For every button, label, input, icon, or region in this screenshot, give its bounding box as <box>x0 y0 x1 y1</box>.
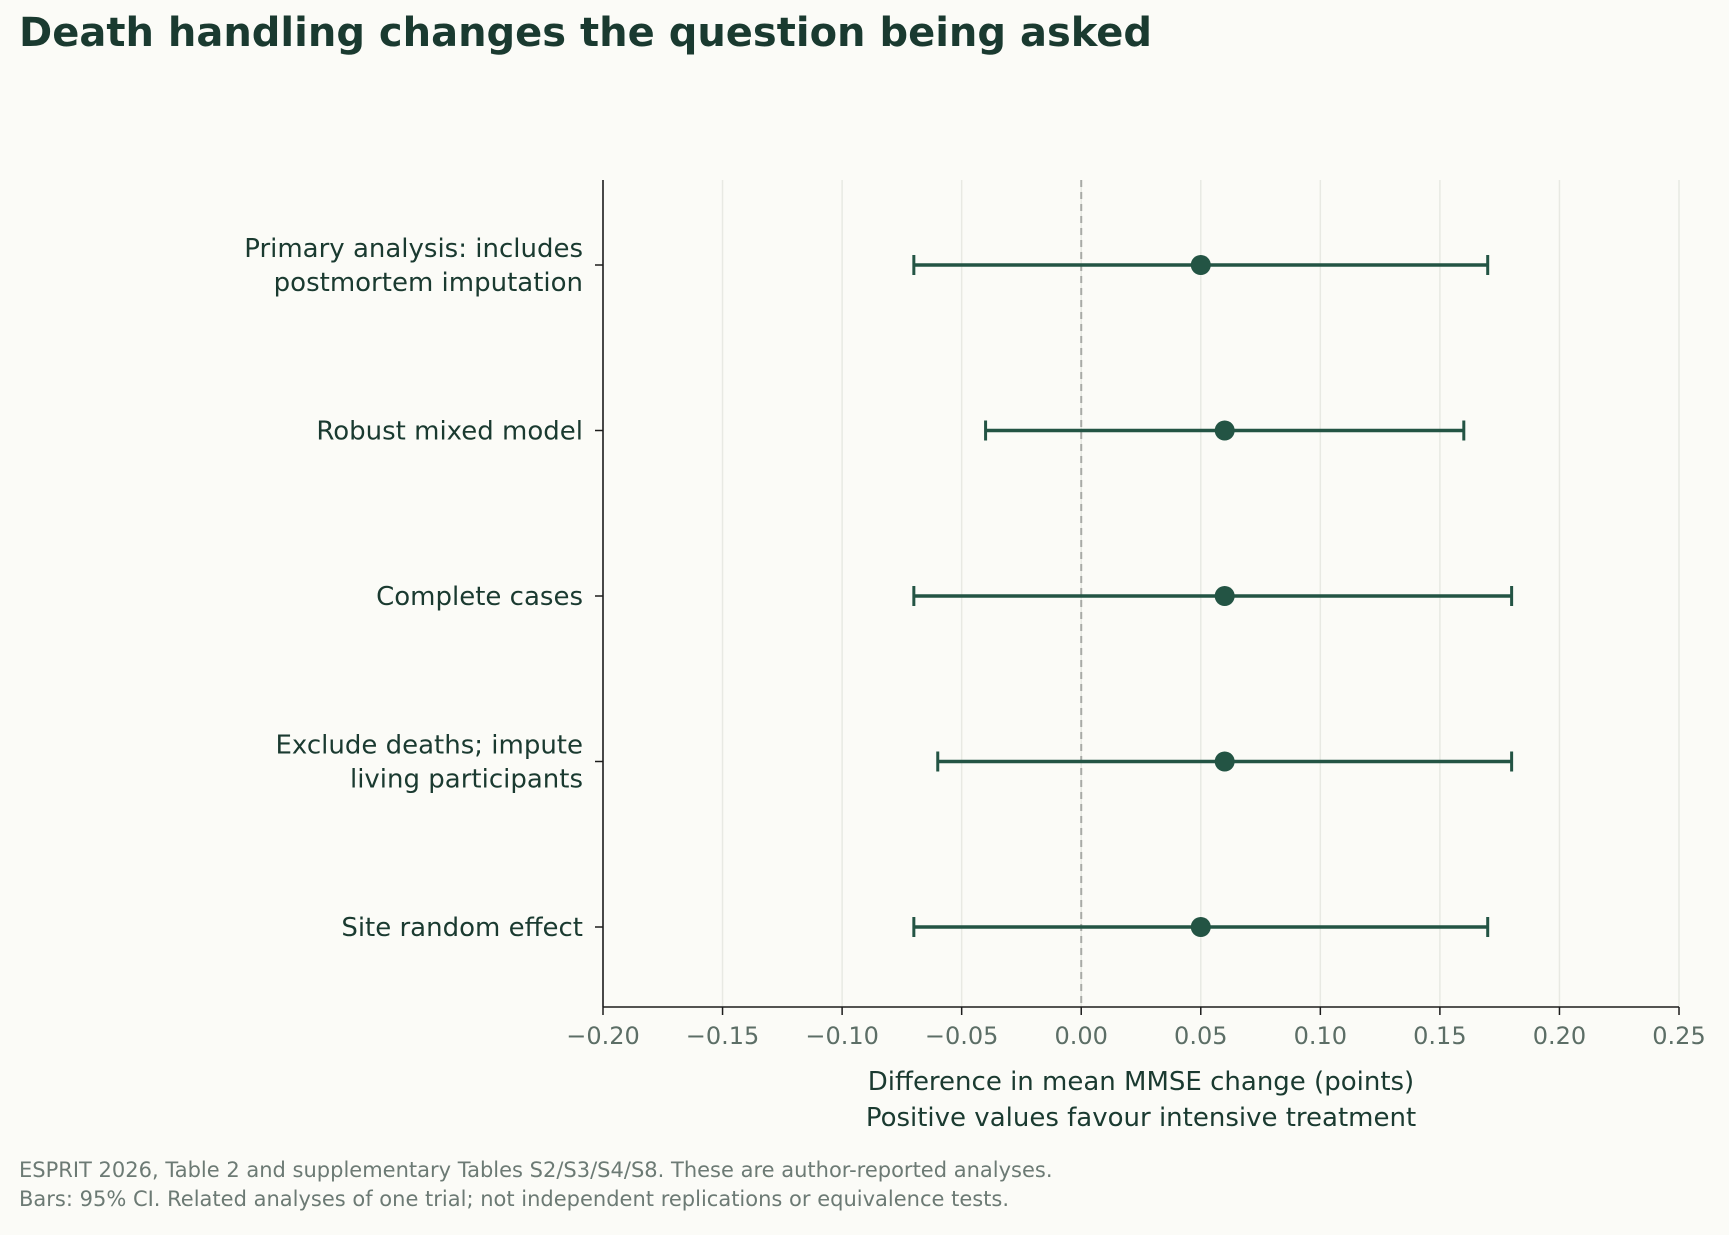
row-label: postmortem imputation <box>274 268 583 298</box>
chart-title: Death handling changes the question bein… <box>19 10 1153 56</box>
row-label: Primary analysis: includes <box>244 234 583 264</box>
footnote: ESPRIT 2026, Table 2 and supplementary T… <box>19 1156 1053 1214</box>
x-tick-label: 0.25 <box>1652 1022 1705 1050</box>
row-label: living participants <box>350 765 583 795</box>
x-tick-label: 0.10 <box>1294 1022 1347 1050</box>
row-label: Exclude deaths; impute <box>275 731 583 761</box>
estimates <box>912 255 1514 937</box>
x-tick-label: −0.15 <box>686 1022 760 1050</box>
x-tick-label: 0.00 <box>1055 1022 1108 1050</box>
estimate-point <box>1190 917 1211 937</box>
row-label: Robust mixed model <box>316 417 583 447</box>
x-axis-title-group: Difference in mean MMSE change (points) P… <box>866 1067 1416 1133</box>
estimate-point <box>1214 420 1235 441</box>
estimate-point <box>1214 751 1235 772</box>
x-tick-label: −0.05 <box>925 1022 999 1050</box>
x-tick-label: 0.20 <box>1533 1022 1586 1050</box>
x-tick-label: 0.05 <box>1174 1022 1227 1050</box>
x-tick-label: −0.20 <box>566 1022 640 1050</box>
x-tick-label: −0.10 <box>805 1022 879 1050</box>
x-axis-subtitle: Positive values favour intensive treatme… <box>866 1103 1416 1133</box>
footnote-line-2: Bars: 95% CI. Related analyses of one tr… <box>19 1187 1010 1211</box>
x-axis-title: Difference in mean MMSE change (points) <box>868 1067 1414 1097</box>
row-label: Site random effect <box>341 913 583 943</box>
axes <box>595 180 1679 1008</box>
row-label: Complete cases <box>376 582 583 612</box>
estimate-point <box>1214 586 1235 606</box>
row-labels: Primary analysis: includes postmortem imp… <box>244 234 583 943</box>
footnote-line-1: ESPRIT 2026, Table 2 and supplementary T… <box>19 1158 1053 1182</box>
x-tick-label: 0.15 <box>1413 1022 1466 1050</box>
x-ticks: −0.20 −0.15 −0.10 −0.05 0.00 0.05 0.10 0.15 0.20… <box>566 1007 1706 1050</box>
grid-lines <box>721 180 1680 1007</box>
estimate-point <box>1190 255 1211 275</box>
